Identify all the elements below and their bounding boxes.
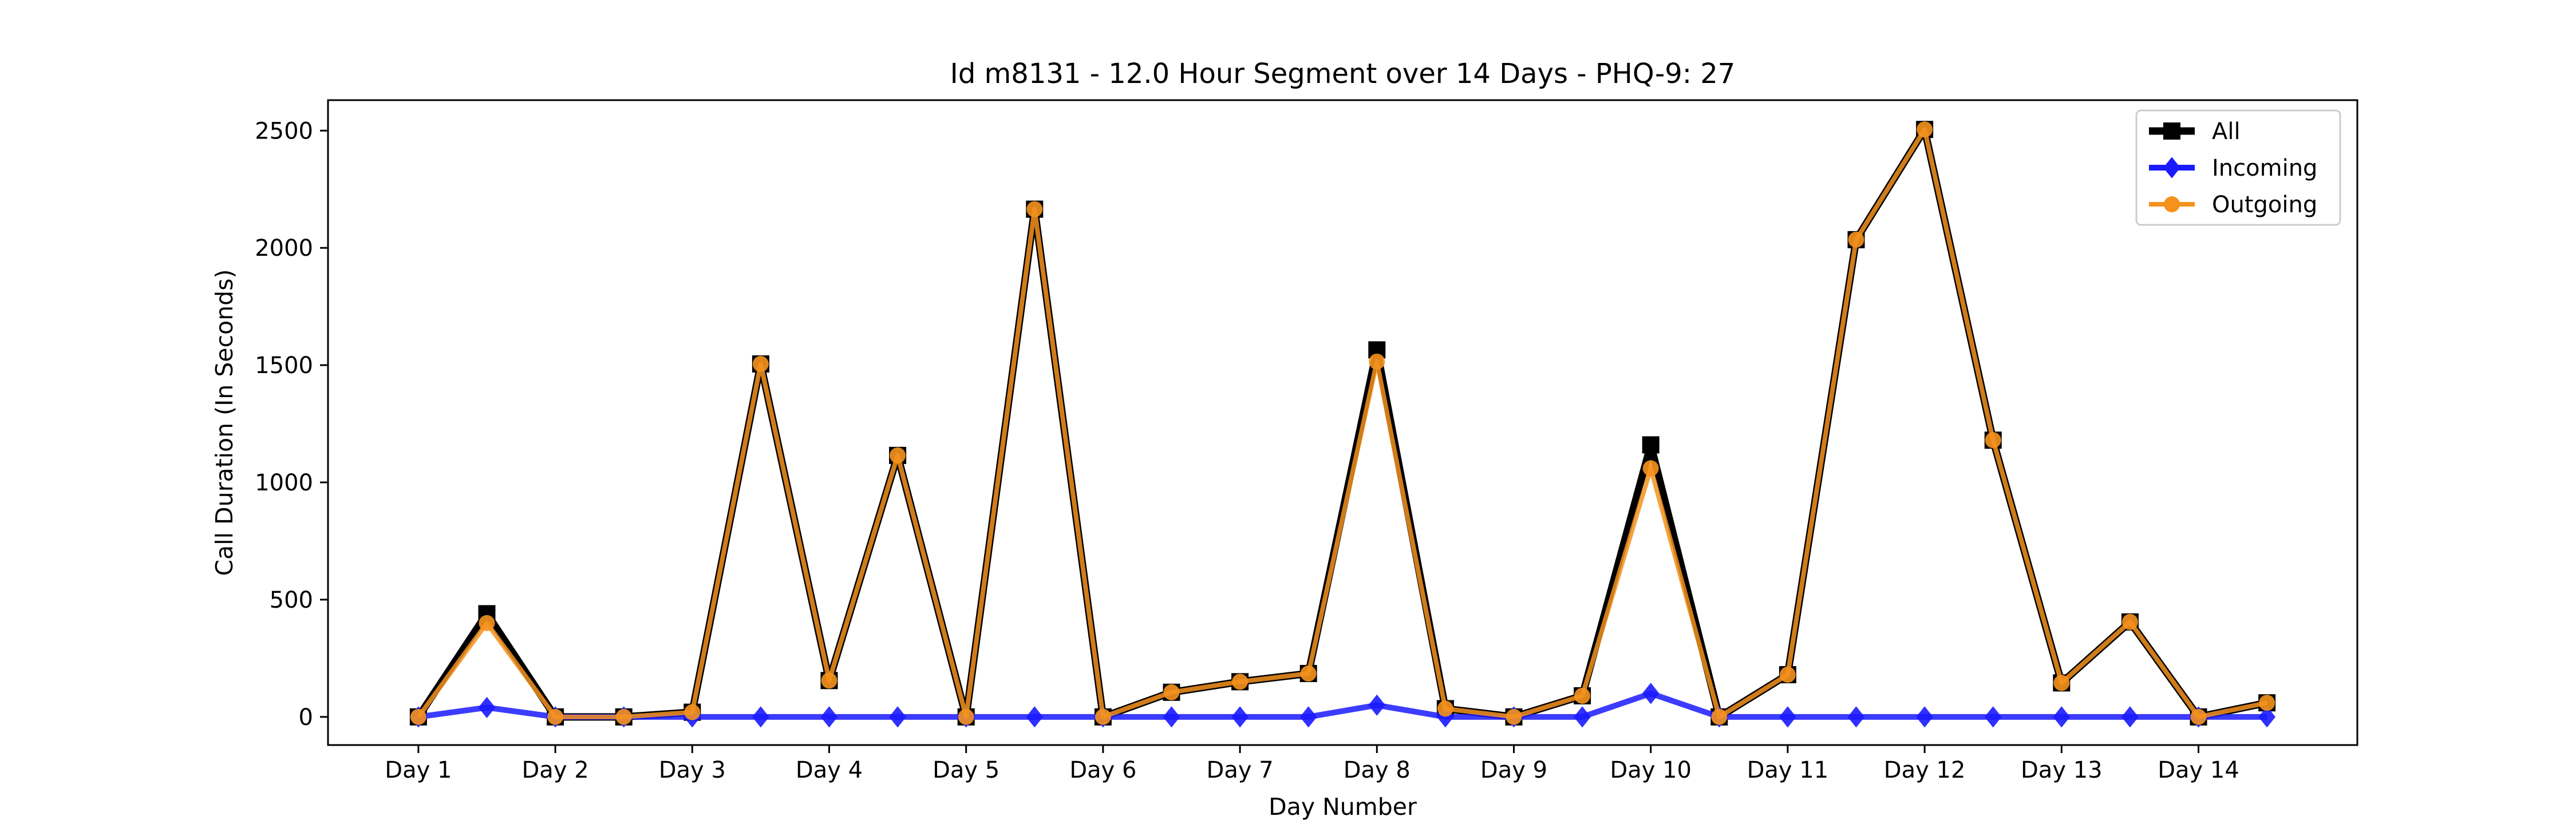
data-point-outgoing bbox=[1917, 121, 1933, 138]
y-tick-label: 0 bbox=[299, 704, 313, 731]
data-point-incoming bbox=[1642, 683, 1660, 704]
y-tick-label: 2000 bbox=[255, 235, 313, 262]
data-point-outgoing bbox=[1369, 353, 1385, 370]
data-point-outgoing bbox=[1163, 684, 1180, 700]
data-point-incoming bbox=[1916, 706, 1933, 728]
data-point-outgoing bbox=[890, 447, 906, 464]
legend-label: Incoming bbox=[2212, 155, 2317, 181]
series-outgoing bbox=[410, 121, 2275, 725]
data-point-outgoing bbox=[821, 672, 837, 689]
data-point-outgoing bbox=[1232, 674, 1249, 690]
x-tick-label: Day 2 bbox=[522, 757, 589, 783]
data-point-incoming bbox=[1574, 706, 1591, 728]
data-point-incoming bbox=[889, 706, 906, 728]
data-point-outgoing bbox=[684, 704, 701, 720]
axes-layer: Day 1 Day 2 Day 3 Day 4 Day 5 Day 6 Day 7 Day 8… bbox=[255, 99, 2358, 783]
x-tick-label: Day 14 bbox=[2158, 757, 2239, 783]
data-point-outgoing bbox=[1026, 201, 1043, 217]
y-tick-label: 1500 bbox=[255, 352, 313, 379]
legend: All Incoming Outgoing bbox=[2135, 109, 2341, 226]
chart-title: Id m8131 - 12.0 Hour Segment over 14 Day… bbox=[950, 58, 1736, 90]
series-layer bbox=[409, 121, 2276, 728]
x-tick-label: Day 8 bbox=[1344, 757, 1411, 783]
legend-marker bbox=[2163, 122, 2180, 140]
data-point-outgoing bbox=[1848, 231, 1864, 248]
legend-marker bbox=[2164, 196, 2180, 212]
x-tick-label: Day 11 bbox=[1747, 757, 1829, 783]
y-tick-label: 1000 bbox=[255, 470, 313, 496]
plot-frame bbox=[327, 99, 2358, 746]
x-axis-label: Day Number bbox=[1269, 793, 1417, 821]
series-all bbox=[409, 121, 2276, 726]
data-point-outgoing bbox=[1437, 700, 1453, 717]
x-tick-label: Day 7 bbox=[1207, 757, 1274, 783]
x-tick-label: Day 4 bbox=[796, 757, 863, 783]
legend-item-all: All bbox=[2149, 118, 2241, 145]
data-point-outgoing bbox=[1300, 665, 1317, 682]
data-point-outgoing bbox=[547, 708, 564, 725]
data-point-outgoing bbox=[2053, 675, 2070, 691]
data-point-outgoing bbox=[1711, 708, 1728, 725]
x-tick-label: Day 6 bbox=[1069, 757, 1136, 783]
x-tick-label: Day 1 bbox=[385, 757, 452, 783]
legend-box bbox=[2135, 109, 2341, 226]
data-point-incoming bbox=[2121, 706, 2139, 728]
data-point-outgoing bbox=[479, 615, 495, 631]
x-tick-label: Day 9 bbox=[1480, 757, 1547, 783]
data-point-outgoing bbox=[958, 708, 974, 725]
data-point-incoming bbox=[1984, 706, 2002, 728]
data-point-outgoing bbox=[1985, 432, 2001, 449]
data-point-incoming bbox=[2053, 706, 2071, 728]
data-point-incoming bbox=[1231, 706, 1249, 728]
x-tick-label: Day 10 bbox=[1610, 757, 1692, 783]
data-point-incoming bbox=[820, 706, 838, 728]
x-tick-label: Day 5 bbox=[933, 757, 999, 783]
series-line-incoming bbox=[418, 690, 2267, 720]
y-tick-label: 2500 bbox=[255, 118, 313, 144]
data-point-outgoing bbox=[752, 356, 769, 373]
data-point-outgoing bbox=[1779, 667, 1796, 683]
y-tick-label: 500 bbox=[270, 587, 313, 613]
series-line-outgoing bbox=[416, 127, 2267, 719]
data-point-outgoing bbox=[2121, 613, 2138, 630]
data-point-outgoing bbox=[615, 708, 632, 725]
data-point-incoming bbox=[1847, 706, 1865, 728]
data-point-incoming bbox=[2258, 706, 2276, 728]
data-point-incoming bbox=[478, 696, 496, 719]
legend-item-outgoing: Outgoing bbox=[2149, 192, 2317, 218]
x-tick-label: Day 13 bbox=[2021, 757, 2103, 783]
data-point-outgoing bbox=[1095, 708, 1111, 725]
legend-label: Outgoing bbox=[2212, 192, 2317, 218]
data-point-all bbox=[1642, 436, 1660, 454]
x-tick-label: Day 12 bbox=[1884, 757, 1966, 783]
data-point-incoming bbox=[1368, 694, 1386, 716]
legend-item-incoming: Incoming bbox=[2149, 155, 2317, 181]
data-point-outgoing bbox=[410, 708, 426, 725]
data-point-incoming bbox=[1779, 706, 1796, 728]
data-point-incoming bbox=[1026, 706, 1044, 728]
data-point-incoming bbox=[1163, 706, 1180, 728]
legend-label: All bbox=[2212, 118, 2241, 145]
x-tick-label: Day 3 bbox=[659, 757, 726, 783]
data-point-outgoing bbox=[1642, 460, 1659, 477]
legend-marker bbox=[2163, 157, 2180, 179]
data-point-outgoing bbox=[1506, 708, 1522, 725]
data-point-outgoing bbox=[1574, 687, 1591, 704]
data-point-incoming bbox=[1299, 706, 1317, 728]
y-axis-label: Call Duration (In Seconds) bbox=[211, 269, 238, 576]
data-point-outgoing bbox=[2259, 695, 2275, 711]
data-point-outgoing bbox=[2190, 708, 2207, 725]
data-point-incoming bbox=[752, 706, 769, 728]
